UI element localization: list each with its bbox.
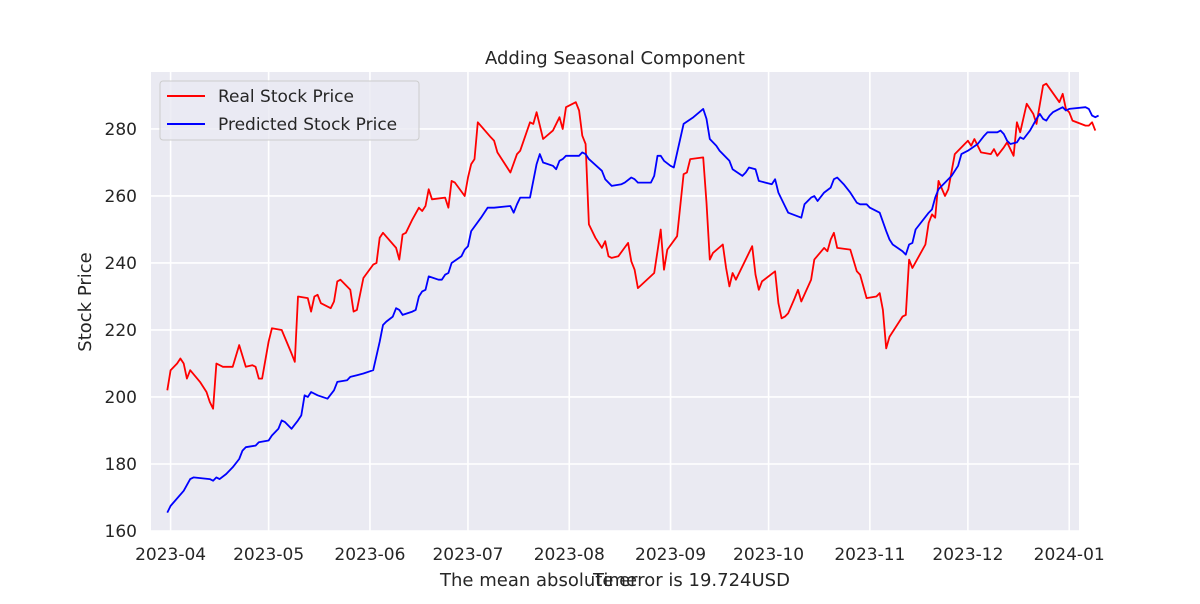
y-axis-label: Stock Price [75,252,96,351]
legend-label-predicted: Predicted Stock Price [218,115,397,135]
x-tick-label: 2023-05 [233,545,304,565]
x-ticks: 2023-04 2023-05 2023-06 2023-07 2023-08 2023-… [135,545,1105,565]
predicted-price-line [166,106,1099,513]
legend-label-real: Real Stock Price [218,87,354,107]
x-tick-label: 2023-07 [432,545,503,565]
x-axis-label: Time [592,570,637,591]
x-tick-label: 2023-11 [834,545,905,565]
series-group [166,82,1099,513]
y-ticks: 160 180 200 220 240 260 280 [105,120,137,542]
x-tick-label: 2023-10 [733,545,804,565]
x-tick-label: 2023-09 [635,545,706,565]
y-tick-label: 280 [105,120,137,140]
x-tick-label: 2023-04 [135,545,206,565]
y-tick-label: 200 [105,388,137,408]
x-tick-label: 2023-06 [334,545,405,565]
y-tick-label: 220 [105,321,137,341]
chart-title: Adding Seasonal Component [485,48,745,69]
error-summary-text: The mean absolute error is 19.724USD [439,570,790,591]
x-tick-label: 2024-01 [1034,545,1105,565]
x-tick-label: 2023-12 [932,545,1003,565]
legend: Real Stock Price Predicted Stock Price [159,80,420,141]
real-price-line [166,82,1097,410]
y-tick-label: 240 [105,254,137,274]
plot-area [151,72,1079,531]
grid [151,72,1079,532]
y-tick-label: 260 [105,187,137,207]
x-tick-label: 2023-08 [534,545,605,565]
y-tick-label: 160 [105,522,137,542]
legend-box [159,80,420,141]
y-tick-label: 180 [105,455,137,475]
